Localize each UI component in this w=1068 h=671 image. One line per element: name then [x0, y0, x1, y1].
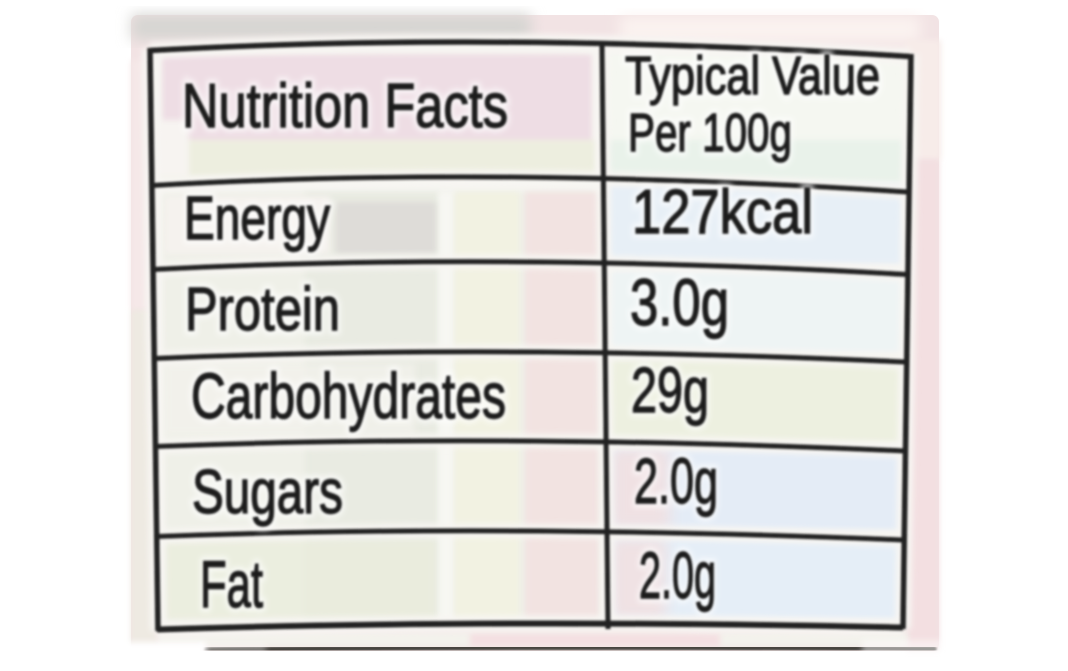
svg-text:Typical Value: Typical Value	[625, 46, 880, 106]
svg-text:Typical Value: Typical Value	[625, 46, 880, 106]
svg-text:Protein: Protein	[185, 275, 340, 343]
svg-text:Energy: Energy	[184, 184, 330, 252]
svg-text:3.0g: 3.0g	[630, 265, 729, 339]
svg-text:Nutrition Facts: Nutrition Facts	[182, 72, 508, 141]
svg-text:29g: 29g	[631, 354, 709, 426]
svg-text:Fat: Fat	[200, 547, 263, 621]
svg-text:2.0g: 2.0g	[634, 445, 718, 517]
svg-text:Fat: Fat	[200, 547, 263, 621]
svg-text:29g: 29g	[631, 354, 709, 426]
svg-text:Carbohydrates: Carbohydrates	[191, 360, 506, 432]
svg-text:Nutrition Facts: Nutrition Facts	[182, 72, 508, 141]
svg-text:Sugars: Sugars	[192, 458, 343, 527]
svg-text:Per 100g: Per 100g	[628, 103, 792, 163]
svg-text:2.0g: 2.0g	[639, 538, 716, 612]
svg-text:Per 100g: Per 100g	[628, 103, 792, 163]
svg-text:127kcal: 127kcal	[632, 178, 813, 247]
svg-text:Carbohydrates: Carbohydrates	[191, 360, 506, 432]
svg-text:Energy: Energy	[184, 184, 330, 252]
svg-text:Sugars: Sugars	[192, 458, 343, 527]
svg-text:2.0g: 2.0g	[634, 445, 718, 517]
svg-text:3.0g: 3.0g	[630, 265, 729, 339]
svg-text:127kcal: 127kcal	[632, 178, 813, 247]
svg-text:2.0g: 2.0g	[639, 538, 716, 612]
svg-text:Protein: Protein	[185, 275, 340, 343]
